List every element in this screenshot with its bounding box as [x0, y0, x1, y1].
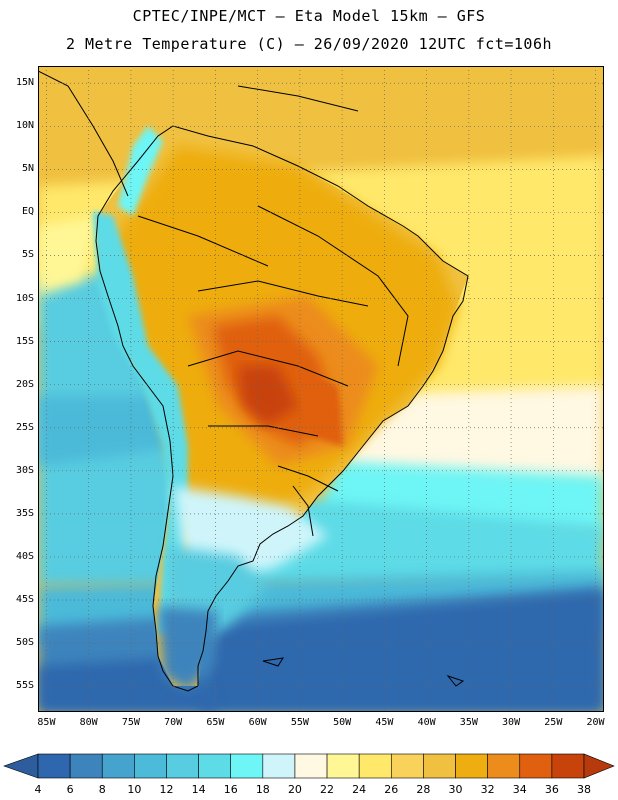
colorbar-level-label: 6	[66, 783, 74, 796]
colorbar-bin	[230, 753, 264, 779]
colorbar-level-label: 4	[34, 783, 42, 796]
lat-tick-label: 45S	[15, 594, 34, 606]
colorbar-bin	[358, 753, 392, 779]
lon-tick-label: 20W	[586, 717, 605, 728]
lon-tick-label: 30W	[502, 717, 521, 728]
lat-tick-label: 30S	[15, 464, 34, 476]
colorbar-level-label: 24	[352, 783, 367, 796]
lat-tick-label: 20S	[15, 378, 34, 390]
lat-tick-label: 5S	[21, 249, 34, 261]
lat-tick-label: 40S	[15, 550, 34, 562]
chart-title-line1: CPTEC/INPE/MCT – Eta Model 15km – GFS	[132, 7, 486, 25]
colorbar-bin	[101, 753, 135, 779]
colorbar-level-label: 38	[577, 783, 591, 796]
colorbar-level-label: 32	[480, 783, 495, 796]
colorbar-bin	[166, 753, 199, 779]
colorbar-level-label: 8	[98, 783, 106, 796]
chart-title-line2: 2 Metre Temperature (C) – 26/09/2020 12U…	[65, 35, 553, 53]
lon-tick-label: 70W	[164, 717, 183, 728]
colorbar-level-label: 18	[255, 783, 270, 796]
lat-tick-label: 15S	[15, 335, 34, 347]
lon-tick-label: 55W	[290, 717, 309, 728]
colorbar-level-label: 20	[287, 783, 302, 796]
colorbar-level-label: 30	[448, 783, 463, 796]
lat-tick-label: 50S	[15, 637, 34, 649]
lat-tick-label: EQ	[21, 206, 34, 218]
colorbar-level-label: 16	[223, 783, 238, 796]
colorbar-level-label: 10	[127, 783, 142, 796]
colorbar-level-label: 26	[384, 783, 399, 796]
colorbar-bin	[455, 753, 488, 779]
continent-temperature-field	[93, 126, 468, 691]
colorbar-bin	[294, 753, 328, 779]
lon-tick-label: 45W	[375, 717, 394, 728]
lat-tick-label: 10N	[15, 120, 34, 132]
lat-tick-label: 35S	[15, 507, 34, 519]
colorbar-bin	[198, 753, 232, 779]
colorbar-level-label: 12	[159, 783, 174, 796]
lat-tick-label: 15N	[15, 77, 34, 89]
lon-tick-label: 65W	[206, 717, 225, 728]
lat-tick-label: 5N	[21, 163, 34, 175]
lat-tick-label: 55S	[15, 680, 34, 692]
colorbar	[3, 753, 615, 779]
colorbar-bin	[262, 753, 296, 779]
colorbar-bin	[326, 753, 360, 779]
colorbar-level-label: 14	[191, 783, 206, 796]
colorbar-bin	[551, 753, 585, 779]
lon-tick-label: 25W	[544, 717, 563, 728]
lon-tick-label: 50W	[333, 717, 352, 728]
colorbar-bin	[487, 753, 521, 779]
lon-tick-label: 80W	[79, 717, 98, 728]
lon-tick-label: 85W	[37, 717, 56, 728]
lon-tick-label: 60W	[248, 717, 267, 728]
colorbar-low-arrow	[3, 753, 39, 779]
temperature-map	[38, 66, 604, 712]
lon-tick-label: 75W	[121, 717, 140, 728]
coastlines	[38, 70, 469, 692]
colorbar-level-label: 36	[544, 783, 559, 796]
colorbar-level-label: 22	[320, 783, 335, 796]
colorbar-high-arrow	[583, 753, 615, 779]
colorbar-bin	[519, 753, 553, 779]
colorbar-bin	[390, 753, 424, 779]
colorbar-bin	[423, 753, 456, 779]
lat-tick-label: 10S	[15, 292, 34, 304]
colorbar-level-label: 28	[416, 783, 431, 796]
lon-tick-label: 35W	[459, 717, 478, 728]
colorbar-bin	[37, 753, 71, 779]
colorbar-bin	[134, 753, 167, 779]
lat-tick-label: 25S	[15, 421, 34, 433]
lon-tick-label: 40W	[417, 717, 436, 728]
colorbar-bin	[69, 753, 103, 779]
colorbar-level-label: 34	[512, 783, 527, 796]
